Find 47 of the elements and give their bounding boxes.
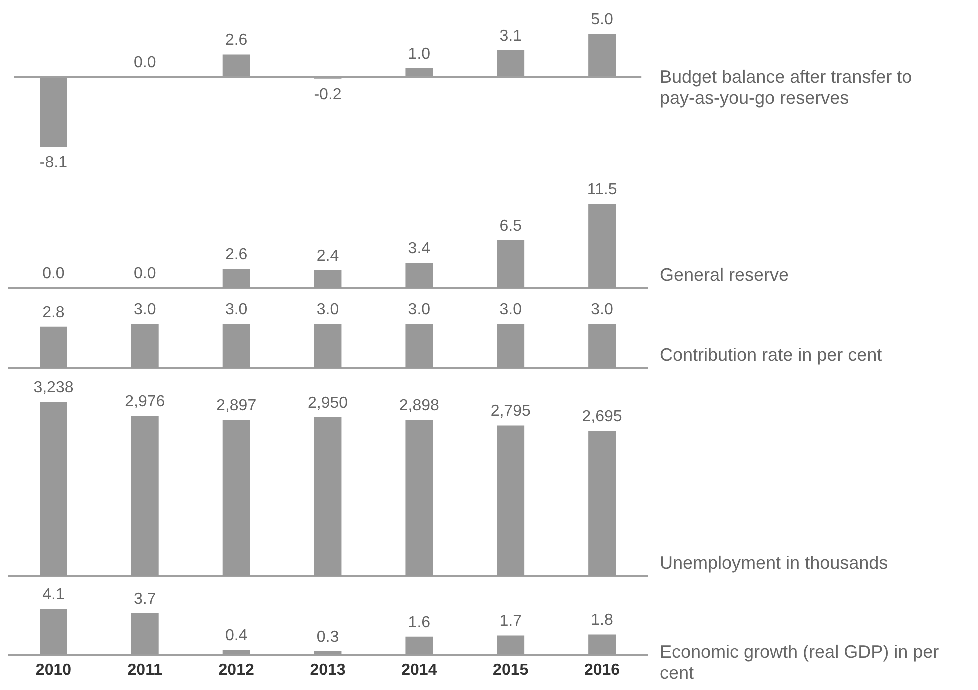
y2-axis-title: Budget balance after transfer to pay-as-you-go reserves: [660, 67, 912, 108]
data-label: 0.0: [42, 265, 65, 282]
data-label: 0.4: [225, 628, 248, 645]
data-label: 2,795: [490, 403, 531, 420]
data-label: 3.1: [500, 28, 522, 45]
data-label: 0.0: [134, 265, 156, 282]
x-tick-label: 2011: [128, 662, 163, 679]
data-label: 0.3: [316, 628, 340, 646]
x-tick-label: 2016: [584, 662, 620, 679]
data-label: 3.4: [408, 240, 431, 258]
data-label: 3.0: [500, 301, 522, 318]
data-label: 6.5: [500, 218, 522, 235]
y2-axis-title: Contribution rate in per cent: [660, 344, 882, 365]
data-label: 3.0: [316, 301, 340, 318]
data-label: 1.6: [408, 614, 431, 632]
y2-axis-title: General reserve: [660, 264, 790, 285]
data-label: 2,695: [582, 408, 622, 426]
data-label: 2,950: [308, 394, 348, 412]
data-label: 0.0: [134, 54, 156, 72]
y2-axis-title: Economic growth (real GDP) in per cent: [660, 642, 940, 683]
data-label: 4.1: [42, 586, 65, 604]
data-label: 2.8: [42, 304, 65, 322]
x-tick-label: 2014: [402, 662, 438, 679]
data-label: 3.7: [134, 590, 156, 608]
data-label: 2.6: [225, 32, 248, 50]
data-label: 2,897: [216, 398, 257, 415]
data-label: 11.5: [587, 181, 618, 198]
data-label: 3.0: [134, 301, 156, 318]
data-label: 5.0: [591, 11, 614, 28]
data-label: 2,976: [125, 393, 166, 410]
data-label: 2.4: [316, 248, 340, 265]
data-label: 1.7: [500, 613, 522, 630]
data-label: 3.0: [591, 301, 614, 318]
data-label: -0.2: [314, 86, 342, 104]
data-label: 1.8: [591, 612, 614, 630]
data-label: 1.0: [408, 46, 431, 63]
data-label: -8.1: [40, 154, 68, 172]
x-tick-label: 2015: [493, 662, 529, 679]
data-label: 2,898: [399, 398, 440, 415]
data-label: 3.0: [225, 301, 248, 318]
data-label: 2.6: [225, 246, 248, 264]
y2-axis-title: Unemployment in thousands: [660, 552, 888, 573]
data-label: 3,238: [34, 379, 74, 396]
data-label: 3.0: [408, 301, 431, 318]
x-tick-label: 2012: [218, 662, 254, 679]
x-tick-label: 2010: [36, 662, 72, 679]
x-tick-label: 2013: [310, 662, 346, 679]
